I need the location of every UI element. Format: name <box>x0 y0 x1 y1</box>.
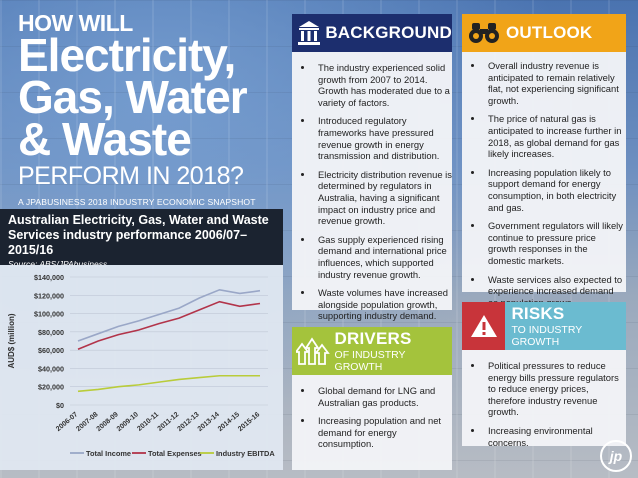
line-chart: $0 $20,000 $40,000 $60,000 $80,000 $100,000 $1… <box>7 273 275 458</box>
list-item: Electricity distribution revenue is dete… <box>314 169 452 227</box>
chart-source: Source: ABS/JPAbusiness <box>8 259 108 269</box>
x-tick-label: 2009-10 <box>116 411 140 433</box>
risks-heading: RISKS <box>511 304 565 323</box>
x-tick-label: 2013-14 <box>197 411 221 433</box>
background-list: The industry experienced solid growth fr… <box>292 62 452 322</box>
list-item: Gas supply experienced rising demand and… <box>314 234 452 280</box>
chart-panel: $0 $20,000 $40,000 $60,000 $80,000 $100,000 $1… <box>0 265 283 470</box>
risks-subheading: TO INDUSTRY GROWTH <box>511 324 583 348</box>
jp-logo: jp <box>600 440 632 472</box>
y-tick-label: $140,000 <box>34 273 64 282</box>
growth-arrows-icon <box>292 327 335 375</box>
risks-header: RISKS TO INDUSTRY GROWTH <box>462 302 626 350</box>
x-tick-label: 2007-08 <box>75 411 99 433</box>
x-tick-label: 2008-09 <box>96 411 120 433</box>
legend-label: Total Income <box>86 449 131 458</box>
title-line-5: PERFORM IN 2018? <box>18 162 244 190</box>
y-tick-label: $0 <box>56 401 64 410</box>
chart-header: Australian Electricity, Gas, Water and W… <box>0 209 283 269</box>
background-header: BACKGROUND <box>292 14 452 52</box>
series-line <box>77 288 261 342</box>
list-item: The price of natural gas is anticipated … <box>484 113 626 159</box>
series-line <box>77 300 261 350</box>
list-item: Increasing population likely to support … <box>484 167 626 213</box>
x-tick-label: 2006-07 <box>55 411 79 433</box>
outlook-list: Overall industry revenue is anticipated … <box>462 60 626 308</box>
list-item: Introduced regulatory frameworks have pr… <box>314 115 452 161</box>
y-tick-label: $100,000 <box>34 310 64 319</box>
drivers-subheading: OF INDUSTRY GROWTH <box>334 349 406 373</box>
y-tick-label: $40,000 <box>38 364 64 373</box>
background-card: The industry experienced solid growth fr… <box>292 52 452 321</box>
legend-label: Industry EBITDA <box>216 449 275 458</box>
chart-title: Australian Electricity, Gas, Water and W… <box>8 213 269 257</box>
y-tick-label: $120,000 <box>34 291 64 300</box>
drivers-heading: DRIVERS <box>334 329 412 348</box>
list-item: Increasing environmental concerns. <box>484 425 626 448</box>
list-item: Increasing population and net demand for… <box>314 415 452 450</box>
y-tick-label: $60,000 <box>38 346 64 355</box>
title-line-4: & Waste <box>18 113 192 165</box>
pillar-icon <box>292 14 325 52</box>
list-item: Global demand for LNG and Australian gas… <box>314 385 452 408</box>
outlook-heading: OUTLOOK <box>506 23 593 42</box>
list-item: Waste volumes have increased alongside p… <box>314 287 452 322</box>
series-line <box>77 374 260 393</box>
title-line-1: HOW WILL <box>18 10 133 36</box>
background-heading: BACKGROUND <box>325 23 452 42</box>
outlook-card: Overall industry revenue is anticipated … <box>462 52 626 308</box>
outlook-header: OUTLOOK <box>462 14 626 52</box>
title-subtitle: A JPABUSINESS 2018 INDUSTRY ECONOMIC SNA… <box>18 197 256 207</box>
list-item: Political pressures to reduce energy bil… <box>484 360 626 418</box>
drivers-list: Global demand for LNG and Australian gas… <box>292 385 452 450</box>
list-item: Overall industry revenue is anticipated … <box>484 60 626 106</box>
x-tick-label: 2010-11 <box>136 411 160 433</box>
drivers-card: Global demand for LNG and Australian gas… <box>292 375 452 470</box>
x-tick-label: 2012-13 <box>176 411 200 433</box>
drivers-header: DRIVERS OF INDUSTRY GROWTH <box>292 327 452 375</box>
risks-card: Political pressures to reduce energy bil… <box>462 350 626 448</box>
binoculars-icon <box>462 14 506 52</box>
list-item: The industry experienced solid growth fr… <box>314 62 452 108</box>
y-tick-label: $20,000 <box>38 383 64 392</box>
title-block: HOW WILL Electricity, Gas, Water & Waste… <box>18 10 256 208</box>
legend-label: Total Expenses <box>148 449 202 458</box>
x-tick-label: 2014-15 <box>217 411 241 433</box>
x-tick-label: 2015-16 <box>237 411 261 433</box>
title-line-3: Gas, Water <box>18 71 248 123</box>
risks-list: Political pressures to reduce energy bil… <box>462 360 626 448</box>
warning-icon <box>462 302 506 350</box>
y-axis-label: AUD$ (million) <box>7 313 16 368</box>
y-tick-label: $80,000 <box>38 328 64 337</box>
title-line-2: Electricity, <box>18 29 236 81</box>
list-item: Government regulators will likely contin… <box>484 220 626 266</box>
